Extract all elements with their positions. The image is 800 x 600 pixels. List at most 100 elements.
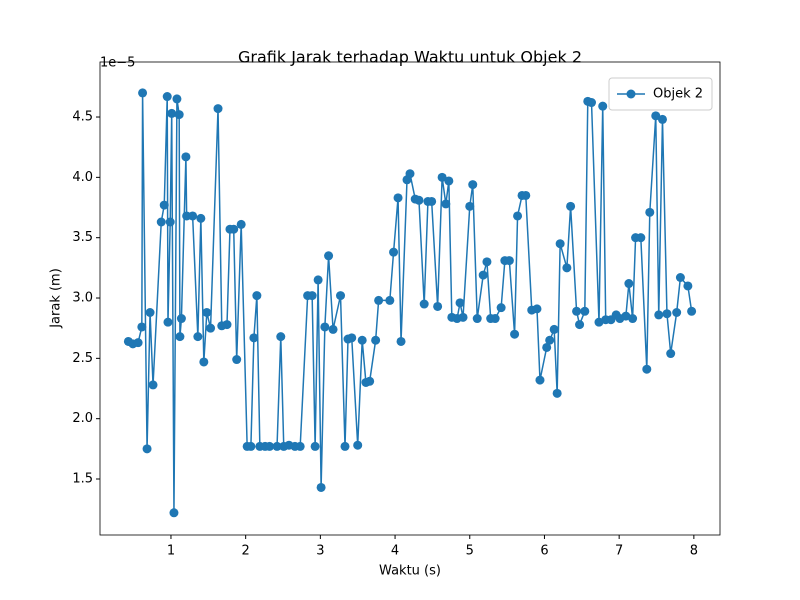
x-tick-label: 3: [316, 544, 324, 559]
data-point: [575, 320, 585, 330]
data-point: [542, 342, 552, 352]
data-point: [385, 295, 395, 305]
data-point: [490, 314, 500, 324]
data-point: [549, 324, 559, 334]
data-point: [510, 329, 520, 339]
data-point: [374, 295, 384, 305]
data-point: [455, 298, 465, 308]
data-point: [222, 320, 232, 330]
data-point: [427, 196, 437, 206]
data-point: [340, 441, 350, 451]
x-tick-label: 8: [690, 544, 698, 559]
x-tick-label: 4: [391, 544, 399, 559]
data-point: [213, 104, 223, 114]
data-point: [468, 180, 478, 190]
data-point: [587, 98, 597, 108]
x-tick-label: 2: [242, 544, 250, 559]
data-point: [580, 306, 590, 316]
data-point: [313, 275, 323, 285]
data-point: [252, 291, 262, 301]
data-point: [389, 247, 399, 257]
data-point: [624, 279, 634, 289]
y-tick-label: 2.5: [72, 351, 93, 366]
data-point: [496, 303, 506, 313]
data-point: [419, 299, 429, 309]
data-point: [636, 233, 646, 243]
legend-label: Objek 2: [653, 87, 703, 102]
data-point: [172, 94, 182, 104]
data-point: [156, 217, 166, 227]
data-point: [272, 441, 282, 451]
data-point: [535, 375, 545, 385]
x-tick-label: 5: [466, 544, 474, 559]
data-point: [414, 195, 424, 205]
x-tick-label: 6: [540, 544, 548, 559]
y-tick-label: 1.5: [72, 472, 93, 487]
data-point: [206, 323, 216, 333]
data-point: [276, 332, 286, 342]
data-point: [675, 273, 685, 283]
data-point: [687, 306, 697, 316]
data-point: [444, 176, 454, 186]
y-tick-label: 4.5: [72, 110, 93, 125]
chart-title: Grafik Jarak terhadap Waktu untuk Objek …: [238, 48, 582, 67]
data-point: [433, 301, 443, 311]
data-point: [316, 482, 326, 492]
data-point: [162, 92, 172, 102]
data-point: [365, 376, 375, 386]
data-point: [310, 441, 320, 451]
data-point: [142, 444, 152, 454]
data-point: [441, 199, 451, 209]
data-point: [645, 207, 655, 217]
x-tick-label: 7: [615, 544, 623, 559]
data-point: [396, 336, 406, 346]
data-point: [532, 304, 542, 314]
x-axis-label: Waktu (s): [379, 564, 441, 579]
data-point: [545, 335, 555, 345]
y-tick-label: 2.0: [72, 411, 93, 426]
data-point: [181, 152, 191, 162]
data-point: [353, 440, 363, 450]
data-point: [324, 251, 334, 261]
data-point: [478, 270, 488, 280]
data-point: [307, 291, 317, 301]
data-point: [320, 322, 330, 332]
data-point: [437, 172, 447, 182]
y-offset-label: 1e−5: [100, 56, 135, 71]
data-point: [672, 307, 682, 317]
data-point: [562, 263, 572, 273]
data-point: [465, 201, 475, 211]
data-point: [163, 317, 173, 327]
data-point: [521, 190, 531, 200]
data-point: [159, 200, 169, 210]
data-point: [347, 333, 357, 343]
data-point: [148, 380, 158, 390]
data-point: [654, 310, 664, 320]
data-point: [555, 239, 565, 249]
data-point: [371, 335, 381, 345]
plot-frame: [99, 61, 721, 536]
data-point: [628, 314, 638, 324]
y-tick-label: 4.0: [72, 170, 93, 185]
data-point: [133, 338, 143, 348]
data-point: [138, 88, 148, 98]
data-point: [458, 312, 468, 322]
x-tick-label: 1: [167, 544, 175, 559]
data-point: [472, 314, 482, 324]
data-point: [357, 335, 367, 345]
y-axis-label: Jarak (m): [49, 268, 64, 329]
data-point: [482, 257, 492, 267]
data-point: [504, 256, 514, 266]
data-point: [666, 349, 676, 359]
data-point: [249, 333, 259, 343]
data-point: [683, 281, 693, 291]
data-point: [336, 291, 346, 301]
data-point: [174, 110, 184, 120]
data-point: [199, 357, 209, 367]
data-point: [265, 441, 275, 451]
legend: Objek 2: [608, 77, 713, 111]
data-point: [169, 508, 179, 518]
data-point: [229, 224, 239, 234]
